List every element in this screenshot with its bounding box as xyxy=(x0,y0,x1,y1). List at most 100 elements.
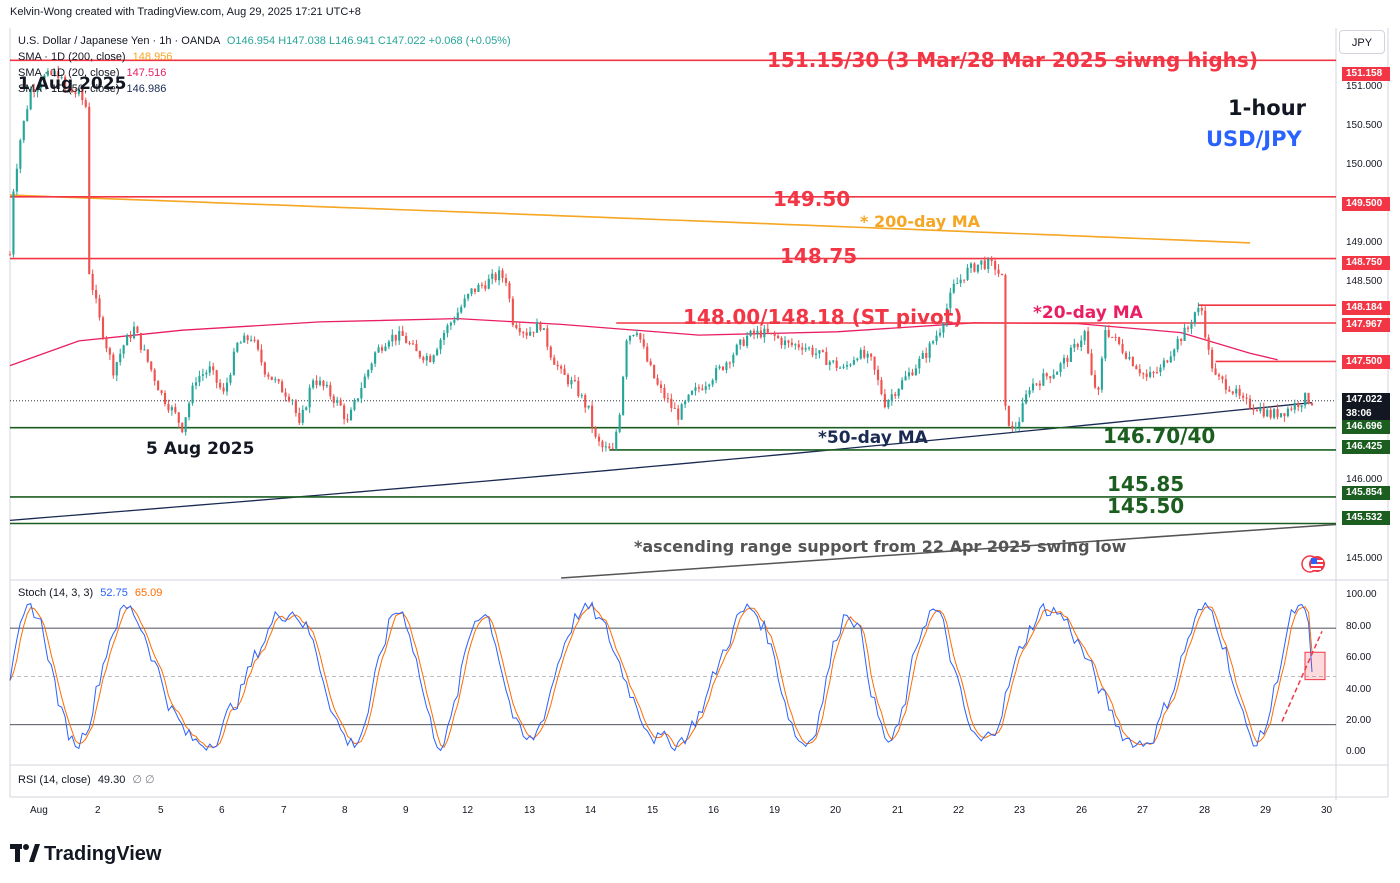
candle-body xyxy=(1149,372,1152,377)
candle-body xyxy=(1262,407,1265,417)
candle-body xyxy=(298,413,301,423)
legend-sma50-value: 146.986 xyxy=(126,83,167,95)
candle xyxy=(1204,306,1207,340)
candle xyxy=(253,336,256,343)
legend-rsi-row[interactable]: RSI (14, close) 49.30 ∅ ∅ xyxy=(18,773,155,786)
candle xyxy=(1269,406,1272,420)
candle-body xyxy=(215,370,218,383)
legend-stoch-row[interactable]: Stoch (14, 3, 3) 52.75 65.09 xyxy=(18,587,162,599)
candle-body xyxy=(126,334,129,346)
candle xyxy=(704,381,707,394)
candle-body xyxy=(1207,337,1210,350)
candle xyxy=(1176,336,1179,353)
candle-body xyxy=(766,328,769,333)
x-tick-label: 28 xyxy=(1199,805,1211,816)
candle xyxy=(580,393,583,399)
candle xyxy=(859,347,862,360)
candle-body xyxy=(708,384,711,387)
candle-body xyxy=(694,387,697,391)
candle-body xyxy=(666,398,669,400)
candle-body xyxy=(1011,425,1014,429)
candle xyxy=(656,374,659,386)
candle xyxy=(74,88,77,98)
candle xyxy=(477,282,480,293)
candle-body xyxy=(1297,403,1300,408)
candle-body xyxy=(64,77,67,89)
candle-body xyxy=(1162,360,1165,368)
candle-body xyxy=(873,356,876,370)
candle-body xyxy=(377,347,380,353)
candle-body xyxy=(163,392,167,405)
candle xyxy=(1042,368,1045,387)
candle xyxy=(873,356,876,375)
candle xyxy=(615,429,618,451)
candle xyxy=(356,398,359,403)
candle xyxy=(852,356,855,366)
chart-credit: Kelvin-Wong created with TradingView.com… xyxy=(10,6,361,18)
x-tick-label: 16 xyxy=(708,805,720,816)
candle-body xyxy=(408,343,411,345)
y-tick-label: 148.500 xyxy=(1346,276,1383,287)
candle xyxy=(1300,405,1303,413)
candle-body xyxy=(701,388,704,390)
candle-body xyxy=(945,308,948,324)
candle-body xyxy=(91,273,94,291)
candle xyxy=(391,329,394,347)
candle xyxy=(36,85,39,98)
candle xyxy=(1066,355,1069,368)
candle-body xyxy=(398,331,401,341)
candle xyxy=(787,339,790,348)
candle-body xyxy=(112,354,115,376)
candle-body xyxy=(1042,373,1045,386)
candle xyxy=(746,332,749,349)
candle xyxy=(1228,385,1231,393)
candle xyxy=(1224,374,1227,394)
candle xyxy=(473,288,477,295)
candle-body xyxy=(1211,349,1214,369)
candle xyxy=(1290,406,1293,412)
candle-body xyxy=(859,349,862,359)
price-tag-147967: 147.967 xyxy=(1342,318,1390,332)
candle xyxy=(814,348,818,360)
legend-sma50-row[interactable]: SMA · 1D (50, close) 146.986 xyxy=(18,83,166,95)
candle xyxy=(1114,333,1117,342)
candle-body xyxy=(1242,395,1245,398)
candle-body xyxy=(684,401,687,405)
candle-body xyxy=(46,70,49,76)
brand-logo[interactable]: TradingView xyxy=(10,843,161,866)
candle-body xyxy=(1000,273,1004,276)
candle-body xyxy=(718,366,721,369)
candle-body xyxy=(825,351,828,365)
candle xyxy=(801,342,804,355)
candle xyxy=(115,361,118,382)
candle-body xyxy=(222,387,225,392)
candle xyxy=(498,266,501,286)
price-tag-146696: 146.696 xyxy=(1342,420,1390,434)
candle-body xyxy=(832,360,835,362)
candle xyxy=(132,321,136,340)
currency-flag-icon[interactable] xyxy=(1301,554,1327,574)
candle-body xyxy=(318,380,322,385)
candle xyxy=(1100,356,1103,393)
legend-sma20-row[interactable]: SMA · 1D (20, close) 147.516 xyxy=(18,67,166,79)
candle-body xyxy=(325,384,328,387)
legend-symbol: U.S. Dollar / Japanese Yen · 1h · OANDA xyxy=(18,35,220,47)
candle-body xyxy=(312,380,315,388)
candle xyxy=(39,81,43,92)
candle-body xyxy=(81,88,84,101)
candle xyxy=(353,398,356,412)
price-tag-148184: 148.184 xyxy=(1342,301,1390,315)
candle xyxy=(325,381,328,389)
candle xyxy=(501,268,504,283)
legend-sma200-row[interactable]: SMA · 1D (200, close) 148.956 xyxy=(18,51,172,63)
candle xyxy=(670,393,673,413)
candle xyxy=(522,330,525,338)
candle xyxy=(281,379,284,393)
candle-body xyxy=(470,288,473,294)
candle xyxy=(832,360,835,364)
candle-body xyxy=(932,341,935,344)
price-tag-145532: 145.532 xyxy=(1342,511,1390,525)
candle-body xyxy=(849,364,852,366)
currency-button[interactable]: JPY xyxy=(1339,30,1385,54)
